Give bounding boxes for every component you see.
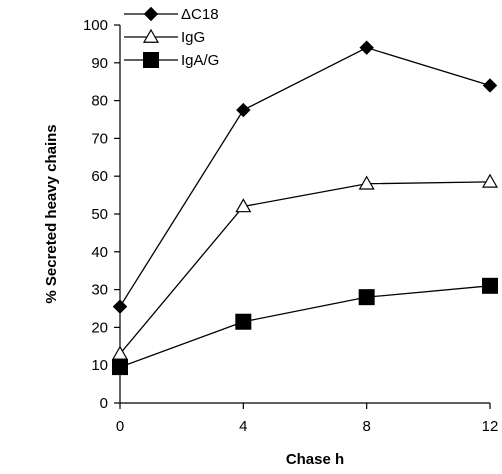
legend-marker bbox=[142, 28, 160, 43]
series-line bbox=[119, 46, 491, 307]
y-tick-label: 0 bbox=[100, 395, 108, 412]
y-tick-label: 50 bbox=[91, 206, 108, 223]
series-3 bbox=[112, 277, 498, 376]
y-tick-label: 40 bbox=[91, 244, 108, 261]
y-tick-label: 30 bbox=[91, 282, 108, 299]
legend-label: IgG bbox=[181, 29, 205, 46]
data-point bbox=[358, 289, 375, 306]
series-2 bbox=[111, 173, 499, 360]
axes: 0 10 20 30 40 50 60 70 80 90 100 0 4 8 12 bbox=[83, 17, 498, 435]
x-tick-label: 12 bbox=[482, 418, 499, 435]
data-point bbox=[481, 173, 499, 188]
series-line bbox=[119, 285, 491, 368]
series-line bbox=[119, 181, 491, 355]
legend-marker bbox=[143, 52, 159, 68]
x-tick-label: 0 bbox=[116, 418, 124, 435]
y-tick-label: 60 bbox=[91, 168, 108, 185]
series-layer bbox=[111, 40, 499, 376]
data-point bbox=[235, 313, 252, 330]
legend-marker bbox=[143, 6, 159, 22]
data-point bbox=[358, 175, 375, 190]
data-point bbox=[482, 78, 498, 93]
legend-label: ΔC18 bbox=[181, 6, 219, 23]
y-axis-title: % Secreted heavy chains bbox=[43, 124, 60, 303]
data-point bbox=[112, 359, 128, 376]
x-axis-ticks: 0 4 8 12 bbox=[116, 403, 499, 435]
legend: ΔC18 IgG IgA/G bbox=[124, 6, 219, 69]
data-point bbox=[112, 299, 128, 314]
series-1 bbox=[112, 40, 498, 314]
y-tick-label: 20 bbox=[91, 319, 108, 336]
legend-entry: IgA/G bbox=[124, 52, 219, 69]
data-point bbox=[359, 40, 374, 55]
y-axis-ticks: 0 10 20 30 40 50 60 70 80 90 100 bbox=[83, 17, 120, 412]
data-point bbox=[482, 277, 498, 294]
y-tick-label: 100 bbox=[83, 17, 108, 34]
data-point bbox=[236, 102, 251, 118]
x-tick-label: 8 bbox=[362, 418, 370, 435]
legend-label: IgA/G bbox=[181, 52, 219, 69]
x-axis-title: Chase h bbox=[286, 451, 344, 468]
y-tick-label: 70 bbox=[91, 130, 108, 147]
y-tick-label: 10 bbox=[91, 357, 108, 374]
x-tick-label: 4 bbox=[239, 418, 247, 435]
legend-entry: ΔC18 bbox=[124, 6, 219, 23]
data-point bbox=[235, 198, 252, 213]
y-tick-label: 90 bbox=[91, 55, 108, 72]
y-tick-label: 80 bbox=[91, 93, 108, 110]
legend-entry: IgG bbox=[124, 28, 205, 46]
